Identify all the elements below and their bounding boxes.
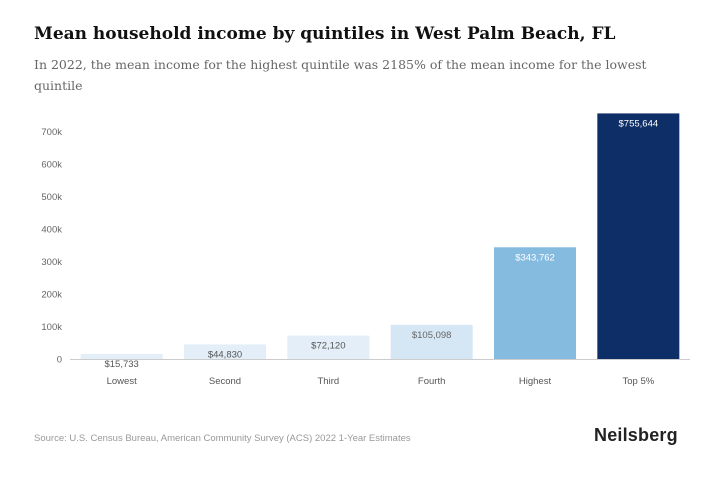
data-label: $343,762	[515, 252, 555, 263]
y-tick-label: 200k	[41, 290, 62, 301]
data-label: $105,098	[412, 330, 452, 341]
data-label: $755,644	[619, 118, 659, 129]
y-tick-label: 600k	[41, 160, 62, 171]
bar	[184, 344, 266, 359]
bar	[494, 247, 576, 359]
x-tick-label: Third	[318, 376, 340, 387]
y-tick-label: 500k	[41, 192, 62, 203]
bar	[390, 324, 473, 359]
data-label: $44,830	[208, 349, 242, 360]
x-tick-label: Highest	[519, 376, 552, 387]
data-label: $15,733	[104, 359, 138, 370]
brand-logo: Neilsberg	[594, 425, 678, 445]
y-tick-label: 700k	[41, 127, 62, 138]
x-tick-label: Fourth	[418, 376, 445, 387]
y-tick-label: 100k	[41, 322, 62, 333]
x-tick-label: Top 5%	[622, 376, 654, 387]
chart-title: Mean household income by quintiles in We…	[34, 24, 616, 44]
y-tick-label: 0	[57, 355, 62, 366]
chart-subtitle: In 2022, the mean income for the highest…	[34, 57, 647, 93]
x-tick-label: Second	[209, 376, 241, 387]
source-note: Source: U.S. Census Bureau, American Com…	[34, 433, 411, 444]
bar	[287, 335, 370, 359]
y-tick-label: 400k	[41, 225, 62, 236]
x-tick-label: Lowest	[107, 376, 137, 387]
bar	[80, 353, 163, 359]
data-label: $72,120	[311, 341, 345, 352]
y-tick-label: 300k	[41, 257, 62, 268]
bar	[597, 113, 680, 359]
